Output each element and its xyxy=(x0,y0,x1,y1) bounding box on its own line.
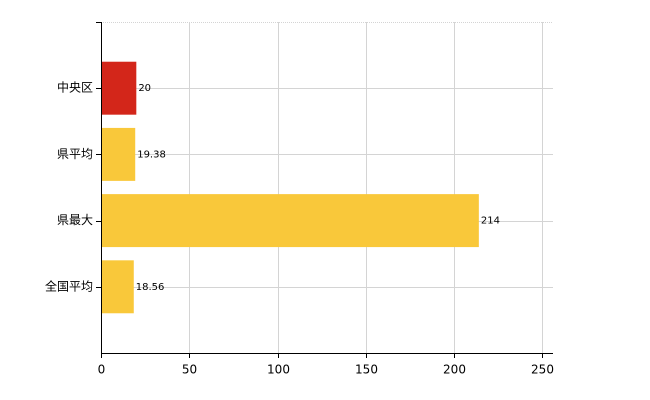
bar xyxy=(101,194,479,248)
x-tick-label: 0 xyxy=(98,363,106,377)
x-tick-label: 200 xyxy=(443,363,466,377)
value-label: 214 xyxy=(481,216,500,227)
bar xyxy=(101,61,137,115)
x-tick-label: 50 xyxy=(182,363,197,377)
y-tick-label: 県平均 xyxy=(57,147,93,161)
x-tick-label: 150 xyxy=(355,363,378,377)
value-label: 18.56 xyxy=(136,282,165,293)
y-tick-label: 全国平均 xyxy=(45,278,93,293)
x-tick-label: 100 xyxy=(267,363,290,377)
y-tick-label: 中央区 xyxy=(57,80,93,95)
value-label: 20 xyxy=(138,83,151,94)
x-tick-label: 250 xyxy=(531,363,554,377)
y-tick-label: 県最大 xyxy=(57,213,93,227)
value-label: 19.38 xyxy=(137,149,166,160)
bar xyxy=(101,127,136,181)
bar xyxy=(101,260,134,314)
